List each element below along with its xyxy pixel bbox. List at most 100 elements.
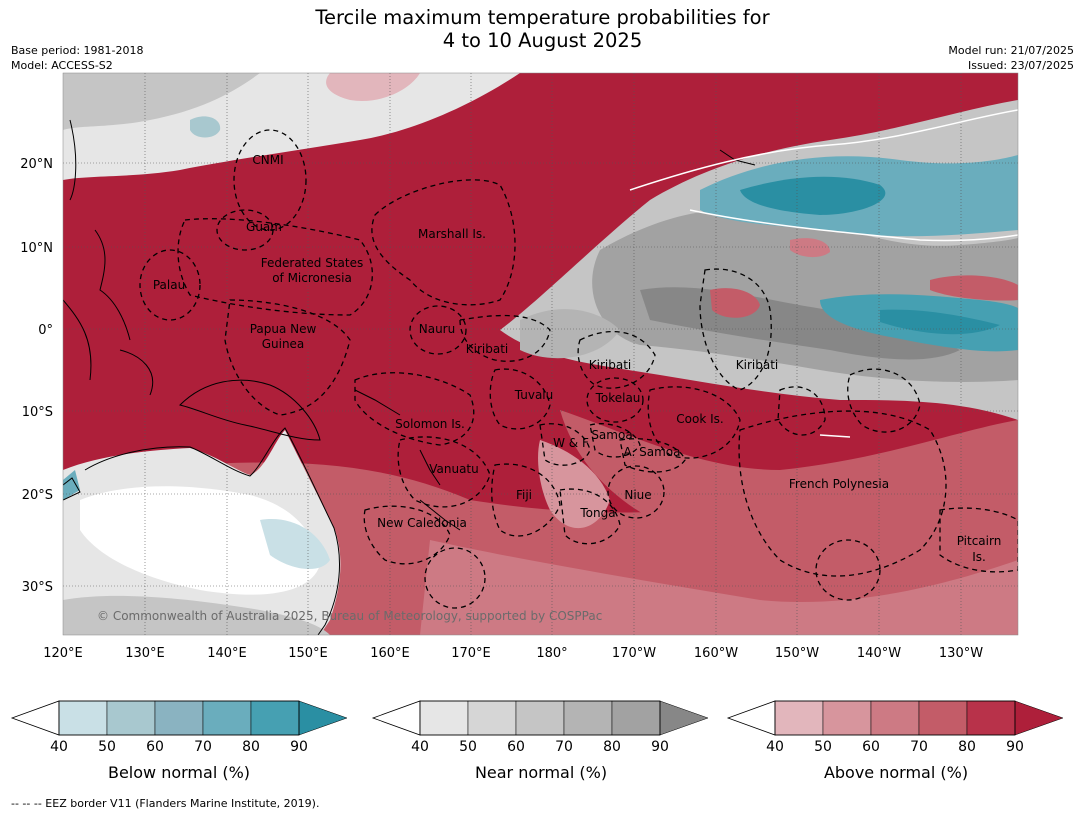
place-marshall: Marshall Is. — [418, 227, 486, 241]
sulawesi-coast — [119, 349, 154, 396]
colorbar-near-swatch — [563, 700, 613, 736]
eez-kiribati-west — [459, 314, 551, 362]
vanuatu-coast — [419, 449, 441, 486]
contour-mid — [689, 209, 1018, 242]
new-caledonia-coast — [419, 499, 461, 531]
contour-north — [629, 109, 1018, 191]
place-kiribati-east: Kiribati — [736, 358, 778, 372]
colorbar-tick: 40 — [766, 739, 784, 755]
colorbar-above-label: Above normal (%) — [824, 763, 968, 782]
lon-label: 160°W — [694, 646, 738, 661]
eez-wallis-futuna — [539, 423, 591, 466]
place-palau: Palau — [153, 278, 185, 292]
borneo-coast — [63, 299, 92, 381]
lon-label: 140°E — [207, 646, 247, 661]
colorbar-near-frame — [419, 700, 661, 736]
place-kiribati-west: Kiribati — [466, 342, 508, 356]
colorbar-tick: 70 — [910, 739, 928, 755]
place-labels: CNMI Guam Marshall Is. Federated States … — [153, 153, 1001, 564]
place-solomon: Solomon Is. — [395, 417, 465, 431]
colorbar-above-swatch — [774, 700, 824, 736]
colorbar-above-swatch — [966, 700, 1016, 736]
colorbar-above-frame — [774, 700, 1016, 736]
colorbar-near: 40 50 60 70 80 90 Near normal (%) — [371, 700, 709, 782]
contour-polynesia — [819, 434, 851, 438]
lon-label: 130°E — [125, 646, 165, 661]
northwest-near-normal-inner — [63, 73, 260, 130]
colorbar-near-swatch — [611, 700, 661, 736]
colorbar-below-swatch — [250, 700, 300, 736]
place-png-2: Guinea — [262, 337, 305, 351]
meta-right: Model run: 21/07/2025 Issued: 23/07/2025 — [948, 43, 1074, 73]
colorbar-tick: 90 — [651, 739, 669, 755]
eez-tokelau — [586, 377, 644, 423]
australia-west-below — [63, 470, 80, 500]
australia-below-normal — [260, 519, 330, 570]
above-normal-far-south — [420, 540, 1018, 635]
colorbar-near-extend-low — [371, 700, 421, 736]
eez-fiji — [491, 463, 561, 537]
eez-nauru — [409, 305, 467, 355]
eez-png — [224, 299, 351, 416]
place-niue: Niue — [624, 488, 651, 502]
colorbar-tick: 60 — [146, 739, 164, 755]
colorbar-tick: 80 — [603, 739, 621, 755]
place-new-caledonia: New Caledonia — [377, 516, 467, 530]
eez-cook — [647, 386, 741, 459]
colorbar-tick: 80 — [958, 739, 976, 755]
eez-borders — [139, 129, 1018, 609]
lon-label: 150°E — [288, 646, 328, 661]
probability-field — [63, 73, 1018, 635]
above-normal-southcentral — [560, 410, 1018, 554]
colorbar-above-swatch — [918, 700, 968, 736]
graticule — [63, 73, 1018, 635]
colorbar-tick: 40 — [411, 739, 429, 755]
colorbar-near-extend-high — [659, 700, 709, 736]
lon-label: 150°W — [775, 646, 819, 661]
colorbar-above-swatch — [870, 700, 920, 736]
lat-label: 0° — [38, 323, 53, 338]
lat-label: 10°S — [22, 405, 53, 420]
eez-cnmi — [233, 129, 307, 231]
taiwan-coast — [69, 119, 77, 201]
latitude-labels: 20°N 10°N 0° 10°S 20°S 30°S — [20, 157, 53, 595]
place-tokelau: Tokelau — [595, 391, 641, 405]
eez-solomon — [354, 372, 475, 446]
place-cook: Cook Is. — [676, 412, 723, 426]
meta-left: Base period: 1981-2018 Model: ACCESS-S2 — [11, 43, 143, 73]
place-samoa: Samoa — [591, 428, 632, 442]
colorbar-tick: 90 — [290, 739, 308, 755]
eez-micronesia — [177, 218, 373, 316]
colorbar-tick: 60 — [862, 739, 880, 755]
eez-tonga — [559, 488, 621, 545]
colorbar-above-extend-high — [1014, 700, 1064, 736]
colorbar-below-swatch — [154, 700, 204, 736]
colorbar-above: 40 50 60 70 80 90 Above normal (%) — [726, 700, 1064, 782]
place-cnmi: CNMI — [252, 153, 283, 167]
place-pitcairn-1: Pitcairn — [957, 534, 1002, 548]
eez-kiribati-central — [577, 330, 656, 389]
below-normal-east-core — [880, 309, 1000, 335]
eez-footnote: -- -- -- EEZ border V11 (Flanders Marine… — [11, 797, 320, 810]
colorbar-tick: 70 — [194, 739, 212, 755]
title-line-1: Tercile maximum temperature probabilitie… — [315, 6, 770, 29]
eez-pitcairn — [939, 507, 1018, 573]
place-wallis-futuna: W & F — [553, 436, 589, 450]
eez-kiribati-line — [777, 386, 826, 436]
australia-south-grey — [63, 595, 330, 635]
map-title: Tercile maximum temperature probabilitie… — [0, 6, 1085, 52]
lon-label: 140°W — [857, 646, 901, 661]
eez-marshall — [371, 179, 516, 306]
colorbar-below-swatch — [106, 700, 156, 736]
colorbar-near-swatch — [467, 700, 517, 736]
eez-polynesia-south — [815, 539, 881, 601]
place-fsm-2: of Micronesia — [272, 271, 352, 285]
colorbar-tick: 50 — [98, 739, 116, 755]
colorbar-tick: 50 — [814, 739, 832, 755]
colorbar-tick: 80 — [242, 739, 260, 755]
place-tuvalu: Tuvalu — [514, 388, 554, 402]
issued-date: Issued: 23/07/2025 — [967, 59, 1074, 72]
colorbar-below-frame — [58, 700, 300, 736]
above-normal-islet-2 — [790, 238, 830, 258]
